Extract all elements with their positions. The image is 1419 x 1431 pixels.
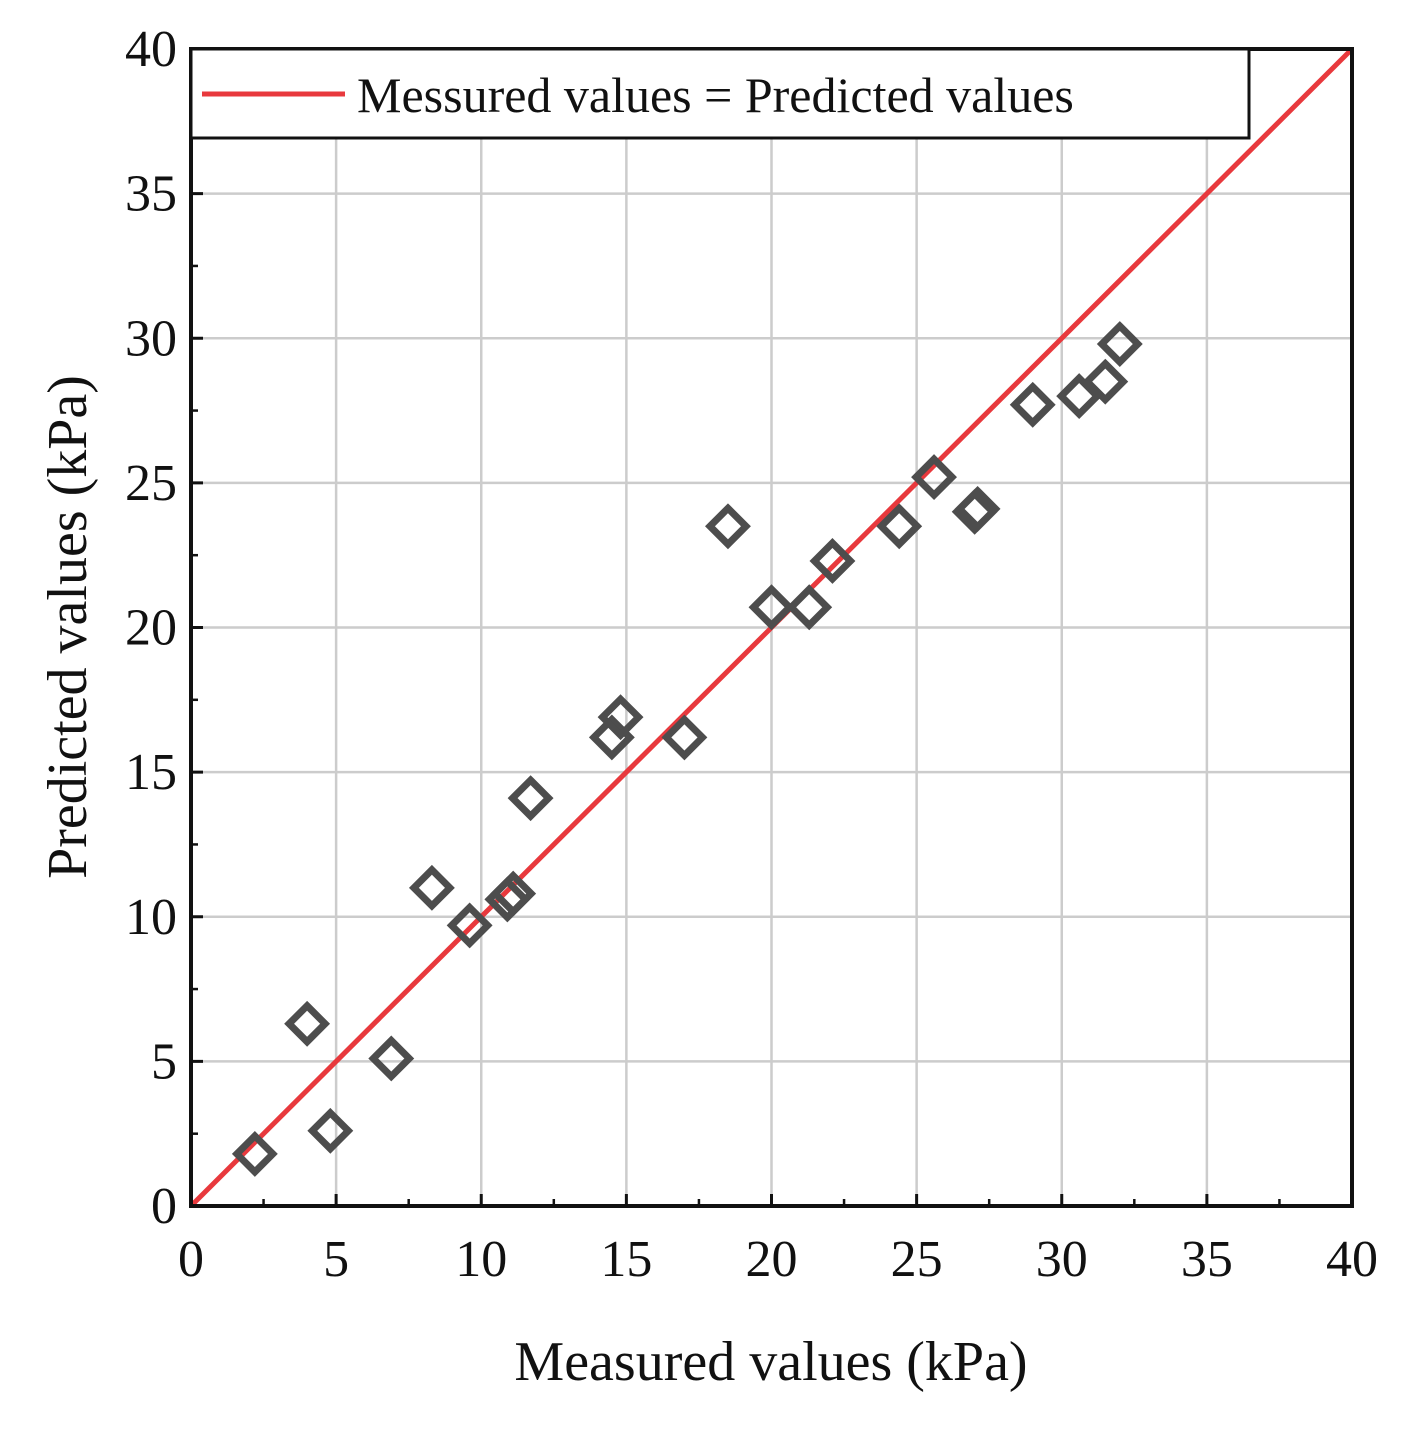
data-point	[597, 694, 644, 741]
legend-box	[189, 47, 1251, 140]
data-point	[490, 870, 537, 917]
x-tick-label: 5	[323, 1231, 349, 1288]
y-tick-label: 40	[125, 21, 177, 78]
y-tick-label: 20	[125, 600, 177, 657]
x-tick-label: 25	[891, 1231, 943, 1288]
y-tick-label: 25	[125, 455, 177, 512]
data-point	[809, 538, 856, 584]
x-tick-label: 30	[1036, 1231, 1088, 1288]
x-tick-label: 35	[1181, 1231, 1233, 1288]
x-tick-label: 15	[600, 1231, 652, 1288]
scatter-points	[231, 321, 1143, 1177]
x-tick-label: 20	[746, 1231, 798, 1288]
data-point	[408, 864, 455, 911]
data-point	[307, 1107, 354, 1154]
y-tick-label: 15	[125, 744, 177, 801]
legend-label: Messured values = Predicted values	[357, 67, 1074, 123]
y-tick-label: 30	[125, 310, 177, 367]
data-point	[284, 1000, 331, 1047]
data-point	[446, 902, 493, 949]
y-axis-title: Predicted values (kPa)	[37, 375, 99, 879]
data-point	[661, 714, 708, 761]
x-axis-title: Measured values (kPa)	[514, 1331, 1027, 1393]
x-tick-label: 40	[1326, 1231, 1378, 1288]
legend: Messured values = Predicted values	[189, 47, 1251, 140]
data-point	[954, 485, 1001, 532]
x-tick-label: 0	[178, 1231, 204, 1288]
data-point	[1096, 321, 1143, 367]
data-point	[705, 503, 751, 550]
data-point	[876, 503, 923, 550]
data-point	[1082, 358, 1129, 405]
y-tick-label: 10	[125, 889, 177, 946]
y-tick-label: 5	[151, 1033, 177, 1090]
axis-ticks: 0 5 10 15 20 25 30 35 40 0 5 10 15 20 25 30 35 40	[125, 21, 1378, 1288]
x-tick-label: 10	[455, 1231, 507, 1288]
data-point	[231, 1130, 278, 1177]
y-tick-label: 35	[125, 166, 177, 223]
data-point	[748, 584, 795, 631]
data-point	[911, 454, 957, 501]
y-tick-label: 0	[151, 1178, 177, 1235]
data-point	[786, 584, 833, 631]
data-point	[507, 775, 554, 822]
data-point	[368, 1035, 415, 1082]
data-point	[1009, 381, 1056, 428]
